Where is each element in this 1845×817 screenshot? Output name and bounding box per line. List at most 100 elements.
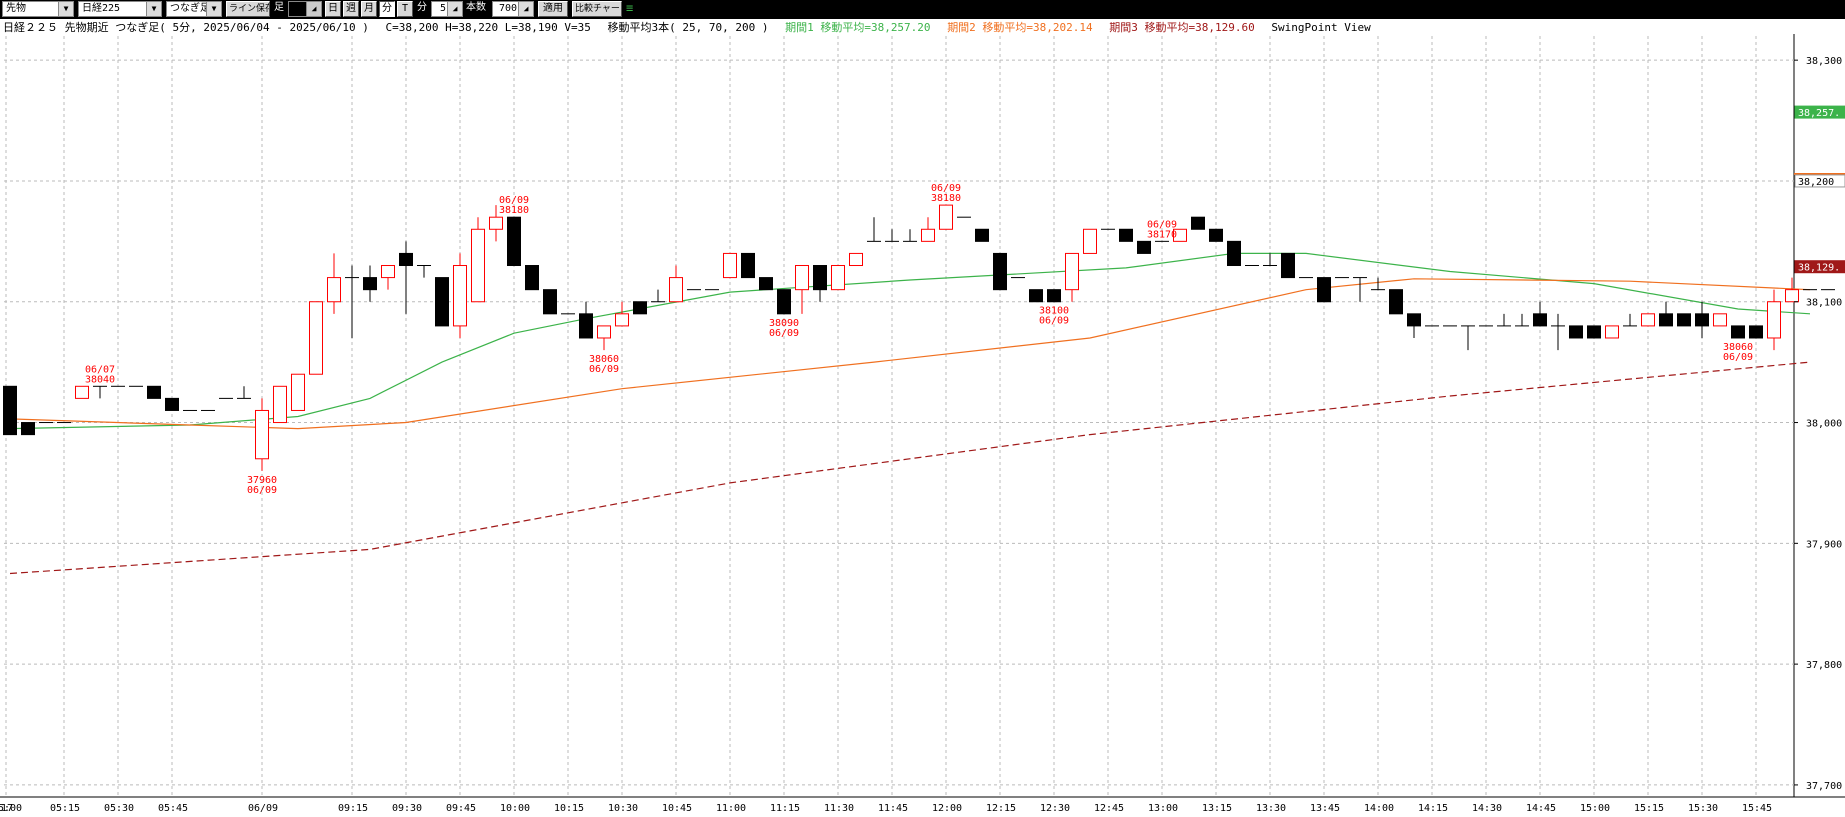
instrument-select[interactable]: 日経225 ▼: [78, 1, 162, 17]
minute-input[interactable]: 5 ◢: [431, 1, 463, 17]
count-input[interactable]: 700 ◢: [492, 1, 534, 17]
swing-price: 37960: [247, 475, 277, 486]
candle-down: [1677, 313, 1691, 327]
resize-icon: ◢: [518, 2, 533, 16]
candle-down: [1569, 325, 1583, 339]
x-tick-label: 15:00: [1580, 803, 1610, 814]
candle-up: [1767, 301, 1781, 339]
candle-down: [579, 313, 593, 339]
chart-title: 日経２２５ 先物期近 つなぎ足( 5分, 2025/06/04 - 2025/0…: [3, 21, 369, 34]
y-tick-label: 37,700: [1806, 781, 1842, 792]
swing-date: 06/09: [931, 183, 961, 194]
chart-kind-select[interactable]: つなぎ足 ▼: [166, 1, 222, 17]
y-tick-label: 38,000: [1806, 419, 1842, 430]
candle-down: [1749, 325, 1763, 339]
period-week-button[interactable]: 週: [343, 1, 359, 17]
bar-color-select[interactable]: ◢: [288, 1, 322, 17]
indicator-icon[interactable]: ≡: [626, 1, 634, 15]
ohlcv-readout: C=38,200 H=38,220 L=38,190 V=35: [385, 21, 591, 34]
swing-price: 38180: [499, 205, 529, 216]
ma-title: 移動平均3本( 25, 70, 200 ): [607, 21, 769, 34]
swing-date: 06/09: [1723, 352, 1753, 363]
candle-up: [75, 385, 89, 399]
swing-date: 06/09: [499, 195, 529, 206]
candle-up: [381, 265, 395, 279]
candles: [3, 204, 1835, 471]
candle-down: [1047, 289, 1061, 303]
candle-down: [507, 216, 521, 267]
candle-down: [1407, 313, 1421, 327]
candle-up: [939, 204, 953, 230]
x-tick-label: 10:30: [608, 803, 638, 814]
candle-up: [921, 228, 935, 242]
candle-down: [363, 277, 377, 291]
chevron-down-icon: ▼: [206, 2, 221, 16]
x-tick-label: 11:15: [770, 803, 800, 814]
x-tick-label: 13:00: [1148, 803, 1178, 814]
candle-down: [975, 228, 989, 242]
market-select[interactable]: 先物 ▼: [2, 1, 74, 17]
price-axis: 38,300 38,200 38,100 38,000 37,900 37,800 37,7…: [1794, 56, 1845, 792]
swing-date: 06/09: [247, 485, 277, 496]
y-tick-label: 37,900: [1806, 539, 1842, 550]
x-tick-label: 15:45: [1742, 803, 1772, 814]
x-tick-label: 14:30: [1472, 803, 1502, 814]
candle-up: [1605, 325, 1619, 339]
swing-price: 38100: [1039, 306, 1069, 317]
candle-down: [993, 252, 1007, 291]
swing-price: 38060: [589, 354, 619, 365]
candle-up: [597, 325, 611, 339]
candle-up: [1713, 313, 1727, 327]
candle-down: [435, 277, 449, 327]
candle-down: [1119, 228, 1133, 242]
candle-down: [1695, 313, 1709, 327]
x-tick-label: 10:45: [662, 803, 692, 814]
x-tick-label: 15:30: [1688, 803, 1718, 814]
x-tick-label: 14:15: [1418, 803, 1448, 814]
candle-up: [471, 228, 485, 303]
price-tag: [1794, 174, 1845, 188]
candle-down: [741, 252, 755, 279]
price-tag-label: 38,129.: [1798, 263, 1840, 274]
swing-date: 06/09: [1147, 219, 1177, 230]
period-day-button[interactable]: 日: [325, 1, 341, 17]
candle-up: [327, 277, 341, 303]
x-axis-prefix: 17: [1, 803, 13, 814]
chart-info-line: 日経２２５ 先物期近 つなぎ足( 5分, 2025/06/04 - 2025/0…: [3, 21, 1381, 35]
period-month-button[interactable]: 月: [361, 1, 377, 17]
candle-up: [1065, 252, 1079, 291]
x-tick-label: 14:00: [1364, 803, 1394, 814]
x-tick-label: 05:15: [50, 803, 80, 814]
candle-up: [1641, 313, 1655, 327]
price-tag-label: 38,200: [1798, 177, 1834, 188]
x-tick-label: 12:30: [1040, 803, 1070, 814]
candle-down: [21, 422, 35, 436]
candle-up: [1785, 289, 1799, 303]
candle-up: [273, 385, 287, 424]
x-tick-label: 06/09: [248, 803, 278, 814]
candle-up: [489, 216, 503, 230]
x-tick-label: 10:15: [554, 803, 584, 814]
chevron-down-icon: ▼: [146, 2, 161, 16]
line-save-button[interactable]: ライン保存: [226, 1, 270, 17]
candle-down: [1191, 216, 1205, 230]
candle-up: [1173, 228, 1187, 242]
swing-date: 06/09: [1039, 316, 1069, 327]
swing-price: 38090: [769, 318, 799, 329]
price-tag: [1794, 105, 1845, 119]
compare-chart-button[interactable]: 比較チャート: [572, 1, 622, 17]
x-tick-label: 14:45: [1526, 803, 1556, 814]
candle-up: [1083, 228, 1097, 254]
candle-down: [543, 289, 557, 315]
chart-grid: [0, 34, 1845, 798]
swing-date: 06/09: [589, 364, 619, 375]
resize-icon: ◢: [447, 2, 462, 16]
apply-button[interactable]: 適用: [538, 1, 568, 17]
candle-up: [795, 265, 809, 291]
candle-down: [1281, 252, 1295, 279]
y-tick-label: 38,100: [1806, 298, 1842, 309]
period-tick-button[interactable]: T: [397, 1, 413, 17]
ma2-readout: 期間2 移動平均=38,202.14: [947, 21, 1093, 34]
period-minute-button[interactable]: 分: [379, 1, 395, 17]
